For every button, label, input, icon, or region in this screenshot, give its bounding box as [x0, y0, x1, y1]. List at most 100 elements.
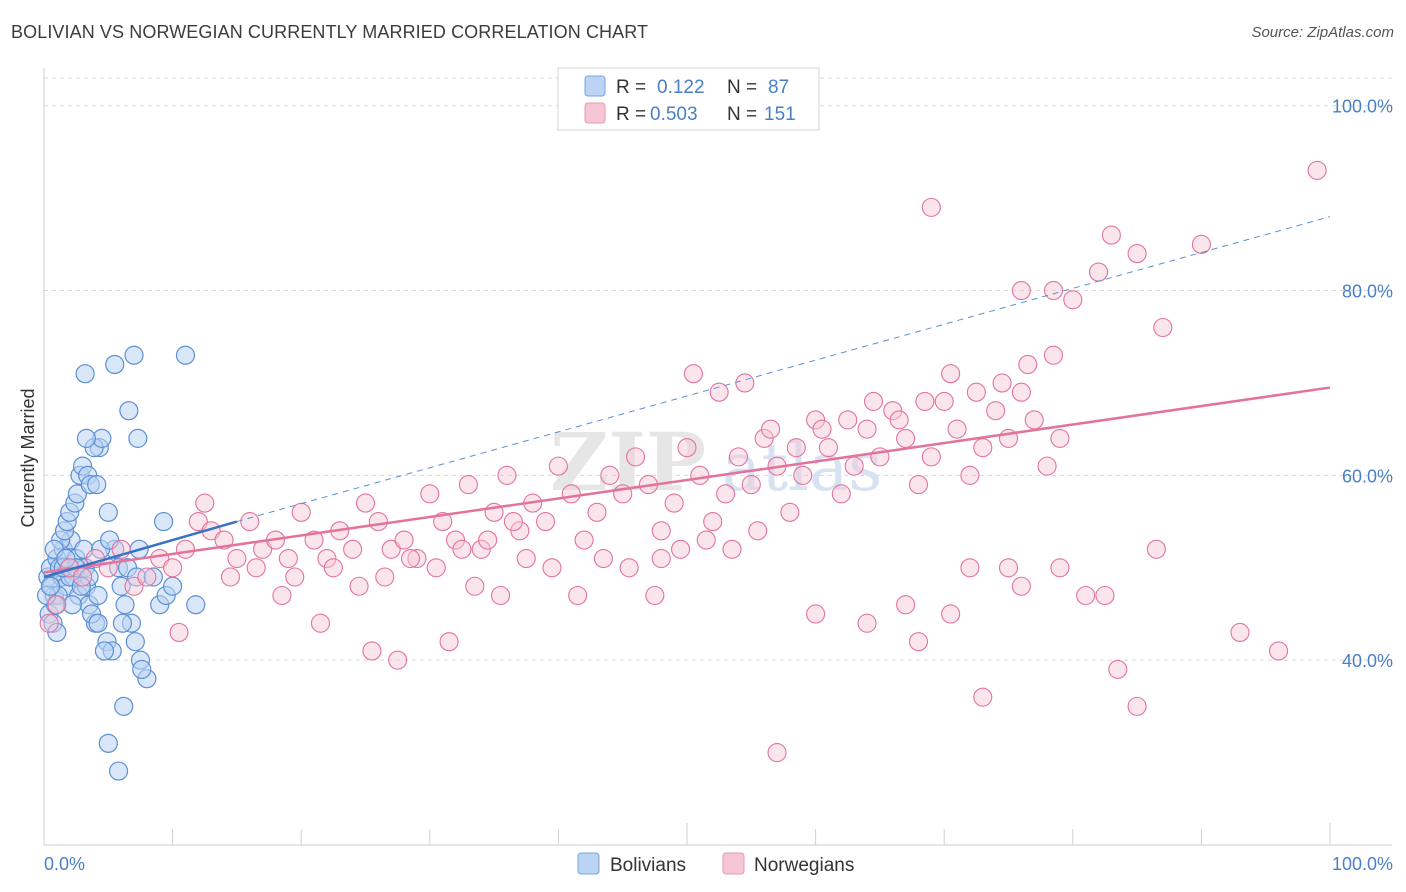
trend-dashed-extension [236, 216, 1331, 523]
point-norwegians-30 [420, 484, 440, 504]
point-norwegians-77 [1024, 410, 1044, 430]
point-norwegians-63 [844, 456, 864, 476]
point-norwegians-62 [831, 484, 851, 504]
point-norwegians-105 [400, 548, 421, 569]
point-bolivians-41 [125, 632, 145, 652]
point-norwegians-19 [278, 548, 298, 569]
point-norwegians-50 [677, 438, 697, 458]
point-norwegians-142 [1011, 576, 1031, 596]
point-bolivians-75 [98, 733, 118, 753]
point-norwegians-81 [195, 493, 215, 513]
point-norwegians-147 [960, 558, 980, 578]
legend-n-value-bolivians: 87 [768, 77, 789, 98]
point-norwegians-141 [973, 687, 993, 707]
point-norwegians-137 [1146, 539, 1166, 559]
point-norwegians-82 [220, 567, 241, 587]
point-norwegians-83 [272, 585, 292, 606]
point-norwegians-39 [535, 512, 556, 532]
point-norwegians-152 [857, 613, 877, 633]
point-norwegians-122 [992, 373, 1012, 393]
point-norwegians-130 [1101, 225, 1121, 245]
point-norwegians-98 [722, 539, 742, 559]
point-norwegians-97 [696, 530, 716, 550]
point-bolivians-77 [114, 696, 134, 716]
point-norwegians-44 [600, 465, 620, 485]
point-bolivians-73 [153, 511, 174, 532]
point-norwegians-20 [291, 502, 311, 522]
point-norwegians-7 [124, 576, 144, 596]
legend-n-label-bolivians: N = [727, 77, 757, 98]
point-norwegians-0 [39, 613, 59, 633]
point-bolivians-65 [88, 585, 108, 606]
legend-box: R = 0.122 N = 87 R = 0.503 N = 151 [557, 67, 820, 131]
point-norwegians-132 [1153, 317, 1173, 338]
point-norwegians-128 [1063, 290, 1083, 310]
point-norwegians-91 [542, 558, 562, 578]
point-norwegians-69 [921, 447, 941, 467]
point-norwegians-125 [921, 197, 941, 217]
point-bolivians-79 [75, 364, 95, 384]
point-norwegians-143 [1050, 558, 1070, 578]
point-norwegians-103 [349, 576, 369, 596]
point-norwegians-127 [1043, 280, 1064, 301]
point-norwegians-71 [947, 419, 967, 439]
point-norwegians-134 [1230, 622, 1250, 643]
point-norwegians-37 [510, 521, 530, 541]
y-tick-labels: 40.0% 60.0% 80.0% 100.0% [1332, 97, 1393, 671]
point-norwegians-67 [896, 428, 916, 448]
point-norwegians-56 [754, 428, 774, 448]
point-norwegians-60 [806, 410, 826, 430]
point-norwegians-100 [246, 558, 266, 578]
point-bolivians-53 [112, 613, 133, 633]
bottom-legend: Bolivians Norwegians [577, 852, 854, 876]
point-norwegians-55 [741, 475, 761, 495]
point-norwegians-144 [1108, 659, 1128, 679]
y-tick-label-2: 80.0% [1342, 282, 1393, 302]
point-norwegians-58 [780, 502, 800, 522]
point-norwegians-51 [690, 465, 710, 485]
point-norwegians-46 [626, 447, 646, 467]
point-norwegians-79 [1050, 428, 1070, 448]
point-bolivians-35 [98, 502, 118, 522]
bottom-legend-bolivians: Bolivians [610, 855, 686, 876]
point-norwegians-33 [458, 475, 478, 495]
point-norwegians-10 [163, 558, 183, 578]
series-bolivians [36, 345, 206, 781]
point-norwegians-146 [998, 558, 1019, 578]
point-bolivians-72 [186, 595, 206, 615]
y-tick-label-3: 100.0% [1332, 97, 1393, 117]
legend-r-value-norwegians: 0.503 [650, 104, 698, 125]
trend-bolivians [43, 520, 238, 579]
point-bolivians-39 [115, 595, 135, 615]
point-bolivians-78 [124, 345, 144, 365]
point-bolivians-54 [132, 659, 152, 680]
point-norwegians-129 [1088, 262, 1109, 282]
point-norwegians-90 [516, 548, 536, 569]
point-norwegians-12 [188, 512, 208, 532]
point-norwegians-135 [1269, 641, 1289, 661]
point-norwegians-131 [1127, 244, 1147, 264]
point-norwegians-139 [1095, 585, 1115, 606]
point-norwegians-116 [838, 410, 858, 430]
point-norwegians-121 [966, 382, 986, 402]
legend-swatch-norwegians [584, 102, 606, 124]
legend-r-value-bolivians: 0.122 [657, 77, 705, 98]
point-norwegians-111 [709, 382, 729, 402]
point-bolivians-68 [143, 567, 163, 587]
y-tick-label-0: 40.0% [1342, 651, 1393, 671]
point-norwegians-101 [285, 567, 305, 587]
point-norwegians-32 [445, 530, 466, 550]
point-norwegians-109 [503, 512, 523, 532]
point-bolivians-71 [163, 576, 183, 596]
point-norwegians-112 [735, 373, 755, 393]
point-norwegians-8 [137, 567, 157, 587]
point-norwegians-16 [240, 512, 260, 532]
point-bolivians-63 [56, 548, 76, 569]
x-tick-labels: 0.0% 100.0% [44, 854, 1393, 874]
legend-n-label-norwegians: N = [727, 104, 757, 125]
point-norwegians-107 [452, 539, 472, 559]
point-norwegians-113 [761, 419, 781, 439]
point-norwegians-93 [593, 548, 613, 569]
point-norwegians-126 [1011, 280, 1031, 301]
